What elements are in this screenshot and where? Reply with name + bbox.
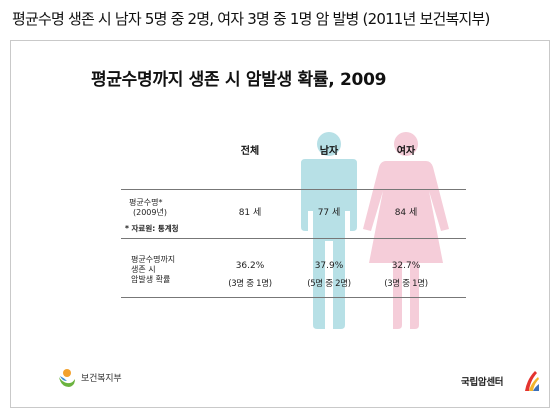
ministry-emblem-icon xyxy=(59,369,75,387)
column-header-female: 여자 xyxy=(396,146,416,157)
ministry-logo-text: 보건복지부 xyxy=(81,374,122,384)
row-label-cancer-probability: 평균수명까지 생존 시 암발생 확률 xyxy=(131,255,175,285)
cell-total-life-expectancy: 81 세 xyxy=(238,208,262,218)
column-header-male: 남자 xyxy=(319,146,339,157)
table-rule-middle xyxy=(121,238,466,239)
source-footnote: * 자료원: 통계청 xyxy=(125,224,179,233)
row-label-life-expectancy: 평균수명* (2009년) xyxy=(129,198,167,218)
female-figure-icon xyxy=(363,132,449,329)
slide-title: 평균수명까지 생존 시 암발생 확률, 2009 xyxy=(91,70,387,90)
row-label-line: 생존 시 xyxy=(131,265,156,274)
cell-value: 37.9% xyxy=(314,261,344,271)
cancer-center-logo: 국립암센터 xyxy=(461,369,549,391)
cell-subvalue: (3명 중 1명) xyxy=(384,279,428,289)
cancer-center-logo-text: 국립암센터 xyxy=(461,377,504,388)
row-label-line: 암발생 확률 xyxy=(131,275,171,284)
cancer-center-emblem-icon xyxy=(525,371,539,391)
row-label-line: 평균수명까지 xyxy=(131,255,176,264)
cell-subvalue: (5명 중 2명) xyxy=(307,279,351,289)
cell-value: 36.2% xyxy=(235,261,265,271)
page-headline: 평균수명 생존 시 남자 5명 중 2명, 여자 3명 중 1명 암 발병 (2… xyxy=(12,10,490,28)
cell-female-life-expectancy: 84 세 xyxy=(394,208,418,218)
cell-female-cancer-probability: 32.7% (3명 중 1명) xyxy=(371,260,441,290)
table-rule-top xyxy=(121,189,466,190)
row-label-line: (2009년) xyxy=(133,208,167,217)
male-figure-icon xyxy=(301,132,357,329)
table-rule-bottom xyxy=(121,297,466,298)
gender-figures xyxy=(301,132,449,329)
row-label-line: 평균수명* xyxy=(129,198,163,207)
cell-male-cancer-probability: 37.9% (5명 중 2명) xyxy=(294,260,364,290)
cell-value: 32.7% xyxy=(391,261,421,271)
infographic-slide: 평균수명까지 생존 시 암발생 확률, 2009 전체 남자 여자 평균수명* … xyxy=(10,40,550,408)
cell-male-life-expectancy: 77 세 xyxy=(317,208,341,218)
column-header-total: 전체 xyxy=(240,146,260,157)
cell-total-cancer-probability: 36.2% (3명 중 1명) xyxy=(215,260,285,290)
ministry-logo: 보건복지부 xyxy=(57,367,147,389)
cell-subvalue: (3명 중 1명) xyxy=(228,279,272,289)
